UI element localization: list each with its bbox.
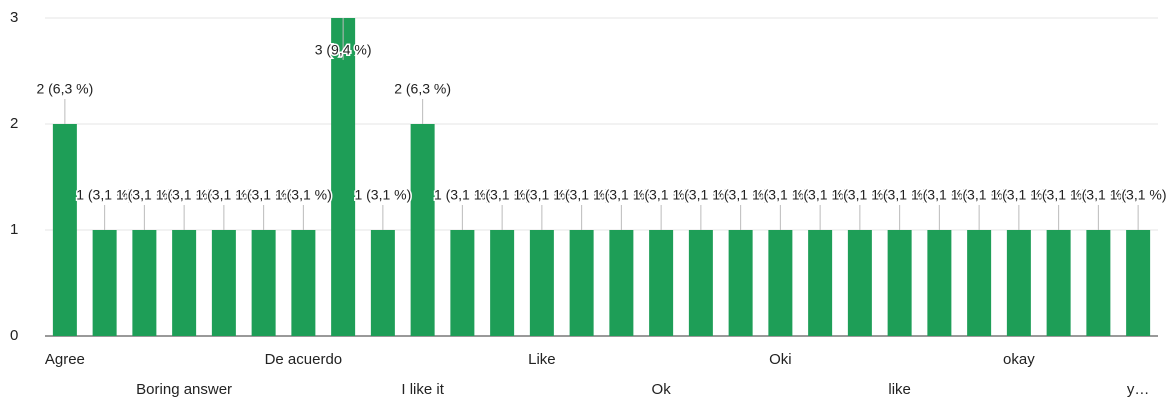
value-label: 1 (3,1 %) bbox=[1070, 187, 1127, 203]
value-label: 1 (3,1 %) bbox=[871, 187, 928, 203]
y-tick-label: 2 bbox=[10, 115, 18, 132]
bar bbox=[569, 230, 594, 336]
value-label: 1 (3,1 %) bbox=[633, 187, 690, 203]
value-label: 1 (3,1 %) bbox=[76, 187, 133, 203]
value-label: 1 (3,1 %) bbox=[951, 187, 1008, 203]
bar bbox=[529, 230, 554, 336]
x-tick-label: Agree bbox=[45, 351, 85, 368]
value-label: 1 (3,1 %) bbox=[1030, 187, 1087, 203]
value-label: 1 (3,1 %) bbox=[354, 187, 411, 203]
bar bbox=[1006, 230, 1031, 336]
value-label: 1 (3,1 %) bbox=[116, 187, 173, 203]
bar bbox=[688, 230, 713, 336]
x-tick-label: y… bbox=[1127, 381, 1150, 398]
bar bbox=[132, 230, 157, 336]
value-label: 1 (3,1 %) bbox=[752, 187, 809, 203]
x-tick-label: Like bbox=[528, 351, 556, 368]
x-tick-label: okay bbox=[1003, 351, 1035, 368]
value-label: 1 (3,1 %) bbox=[672, 187, 729, 203]
bar bbox=[808, 230, 833, 336]
bar bbox=[370, 230, 395, 336]
bar bbox=[92, 230, 117, 336]
bar bbox=[490, 230, 515, 336]
bar bbox=[450, 230, 475, 336]
value-label: 2 (6,3 %) bbox=[36, 81, 93, 97]
value-label: 1 (3,1 %) bbox=[831, 187, 888, 203]
value-label: 1 (3,1 %) bbox=[792, 187, 849, 203]
bar bbox=[172, 230, 197, 336]
bar bbox=[768, 230, 793, 336]
value-label: 1 (3,1 %) bbox=[195, 187, 252, 203]
value-label: 1 (3,1 %) bbox=[275, 187, 332, 203]
bar bbox=[847, 230, 872, 336]
bar bbox=[410, 124, 435, 336]
x-tick-label: I like it bbox=[401, 381, 444, 398]
value-label: 1 (3,1 %) bbox=[474, 187, 531, 203]
value-label: 1 (3,1 %) bbox=[911, 187, 968, 203]
x-tick-label: De acuerdo bbox=[265, 351, 343, 368]
bar bbox=[291, 230, 316, 336]
bar bbox=[52, 124, 77, 336]
value-label: 1 (3,1 %) bbox=[235, 187, 292, 203]
value-label: 1 (3,1 %) bbox=[513, 187, 570, 203]
bar bbox=[927, 230, 952, 336]
value-label: 1 (3,1 %) bbox=[593, 187, 650, 203]
y-tick-label: 3 bbox=[10, 9, 18, 26]
bar bbox=[251, 230, 276, 336]
value-label: 1 (3,1 %) bbox=[156, 187, 213, 203]
bar bbox=[1126, 230, 1151, 336]
bar bbox=[609, 230, 634, 336]
x-tick-label: like bbox=[888, 381, 911, 398]
value-label: 2 (6,3 %) bbox=[394, 81, 451, 97]
bar bbox=[887, 230, 912, 336]
bar bbox=[211, 230, 236, 336]
bar bbox=[649, 230, 674, 336]
value-label: 1 (3,1 %) bbox=[553, 187, 610, 203]
bar bbox=[331, 18, 356, 336]
value-label: 1 (3,1 %) bbox=[712, 187, 769, 203]
value-label: 1 (3,1 %) bbox=[990, 187, 1047, 203]
bar bbox=[728, 230, 753, 336]
x-tick-label: Oki bbox=[769, 351, 792, 368]
y-tick-label: 0 bbox=[10, 327, 18, 344]
bar bbox=[967, 230, 992, 336]
value-label: 1 (3,1 %) bbox=[1110, 187, 1167, 203]
value-label: 1 (3,1 %) bbox=[434, 187, 491, 203]
bar bbox=[1046, 230, 1071, 336]
value-label: 3 (9,4 %) bbox=[315, 42, 372, 58]
y-tick-label: 1 bbox=[10, 221, 18, 238]
bar bbox=[1086, 230, 1111, 336]
x-tick-label: Ok bbox=[652, 381, 672, 398]
x-tick-label: Boring answer bbox=[136, 381, 232, 398]
